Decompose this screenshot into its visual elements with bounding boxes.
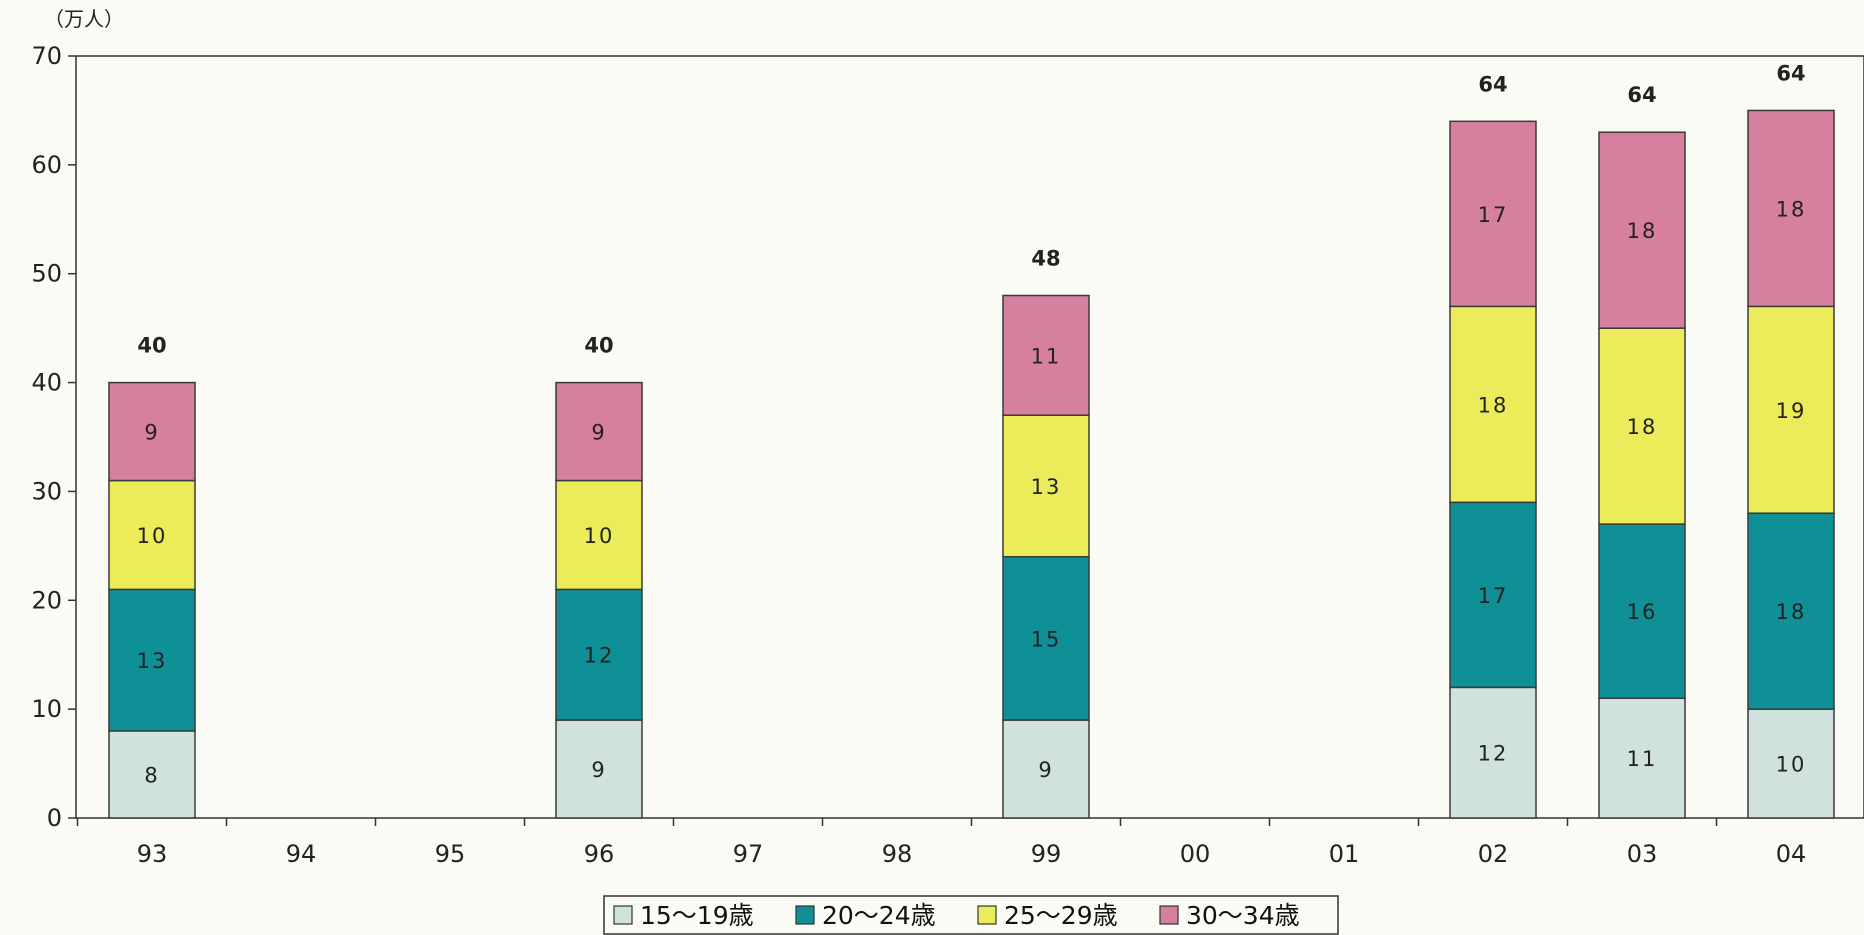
x-tick-label: 00 xyxy=(1180,840,1211,868)
bar-segment xyxy=(1449,120,1537,308)
bar-segment-label: 13 xyxy=(137,649,168,673)
bar-segment-label: 18 xyxy=(1627,415,1658,439)
bar-segment-label: 9 xyxy=(591,421,606,445)
bar-segment xyxy=(555,479,643,591)
bar-segment-label: 18 xyxy=(1627,219,1658,243)
legend-swatch xyxy=(1159,905,1179,925)
bar-segment-label: 18 xyxy=(1478,393,1509,417)
bar-total-label: 40 xyxy=(584,334,613,358)
x-tick-label: 02 xyxy=(1478,840,1509,868)
bar-segment xyxy=(555,381,643,482)
bar-total-label: 48 xyxy=(1031,246,1060,270)
bar-segment xyxy=(1598,327,1686,525)
x-tick-label: 95 xyxy=(435,840,466,868)
x-axis: 93 94 95 96 97 98 99 00 01 02 03 04 xyxy=(76,818,1807,868)
bar-segment-label: 13 xyxy=(1031,475,1062,499)
bar-segment xyxy=(1747,708,1835,819)
x-tick-label: 98 xyxy=(882,840,913,868)
bar-segment-label: 8 xyxy=(144,763,159,787)
bar-total-label: 64 xyxy=(1627,83,1656,107)
bar-segment-label: 18 xyxy=(1776,197,1807,221)
y-axis: 0 10 20 30 40 50 60 70 xyxy=(31,42,76,832)
x-tick-label: 01 xyxy=(1329,840,1360,868)
bar-segment-label: 17 xyxy=(1478,584,1509,608)
bar-segment xyxy=(108,730,196,819)
bar-segment xyxy=(108,479,196,591)
bar-segment-label: 17 xyxy=(1478,203,1509,227)
bar-segment-label: 12 xyxy=(1478,742,1509,766)
legend-item-label: 30～34歳 xyxy=(1186,901,1300,930)
x-tick-label: 03 xyxy=(1627,840,1658,868)
y-tick-label: 30 xyxy=(31,477,62,505)
bar-total-label: 40 xyxy=(137,334,166,358)
bar-segment xyxy=(1449,305,1537,504)
y-tick-label: 70 xyxy=(31,42,62,70)
bar-segment-label: 15 xyxy=(1031,627,1062,651)
bar-segment-label: 12 xyxy=(584,644,615,668)
bar-segment-label: 10 xyxy=(584,524,615,548)
x-tick-label: 97 xyxy=(733,840,764,868)
bar-segment-label: 18 xyxy=(1776,600,1807,624)
bar-segment xyxy=(1002,294,1090,416)
bar-segment xyxy=(555,719,643,819)
bar-segment-label: 9 xyxy=(1038,758,1053,782)
bar-segment xyxy=(1002,719,1090,819)
bar-segment-label: 11 xyxy=(1031,344,1062,368)
bar-segment xyxy=(1449,686,1537,819)
bar-segment xyxy=(1747,512,1835,710)
bar-segment xyxy=(1598,697,1686,819)
bar-segment-label: 9 xyxy=(591,758,606,782)
legend-item-label: 25～29歳 xyxy=(1004,901,1118,930)
bar-segment-label: 10 xyxy=(1776,753,1807,777)
bar-segment-label: 19 xyxy=(1776,399,1807,423)
x-tick-label: 94 xyxy=(286,840,317,868)
bar-segment xyxy=(1747,109,1835,308)
x-tick-label: 04 xyxy=(1776,840,1807,868)
x-tick-label: 99 xyxy=(1031,840,1062,868)
y-tick-label: 50 xyxy=(31,260,62,288)
plot-area xyxy=(75,55,1864,819)
bar-segment-label: 16 xyxy=(1627,600,1658,624)
legend-swatch xyxy=(977,905,997,925)
bar-segment xyxy=(1449,501,1537,689)
bar-segment xyxy=(555,588,643,721)
y-tick-label: 40 xyxy=(31,369,62,397)
x-tick-label: 93 xyxy=(137,840,168,868)
y-tick-label: 0 xyxy=(47,804,62,832)
y-tick-label: 10 xyxy=(31,695,62,723)
legend: 15～19歳 20～24歳 25～29歳 30～34歳 xyxy=(603,895,1339,935)
legend-swatch xyxy=(613,905,633,925)
legend-item-label: 15～19歳 xyxy=(640,901,754,930)
legend-swatch xyxy=(795,905,815,925)
legend-item-label: 20～24歳 xyxy=(822,901,936,930)
plot-frame xyxy=(75,55,1864,819)
bar-segment xyxy=(1598,523,1686,700)
x-tick-label: 96 xyxy=(584,840,615,868)
bar-segment xyxy=(1598,131,1686,329)
bar-total-label: 64 xyxy=(1776,61,1805,85)
bar-segment-label: 11 xyxy=(1627,747,1658,771)
bars: 8 13 10 9 40 9 12 10 9 40 9 15 13 11 48 12 17 18 17 64 11 16 1… xyxy=(108,61,1835,819)
bar-segment xyxy=(1002,414,1090,558)
bar-total-label: 64 xyxy=(1478,72,1507,96)
bar-segment xyxy=(108,588,196,732)
y-tick-label: 60 xyxy=(31,151,62,179)
bar-segment-label: 9 xyxy=(144,421,159,445)
legend-box xyxy=(603,895,1339,935)
y-axis-unit-label: （万人） xyxy=(44,7,124,31)
bar-segment-label: 10 xyxy=(137,524,168,548)
bar-segment xyxy=(108,381,196,482)
bar-segment xyxy=(1002,555,1090,721)
y-tick-label: 20 xyxy=(31,586,62,614)
